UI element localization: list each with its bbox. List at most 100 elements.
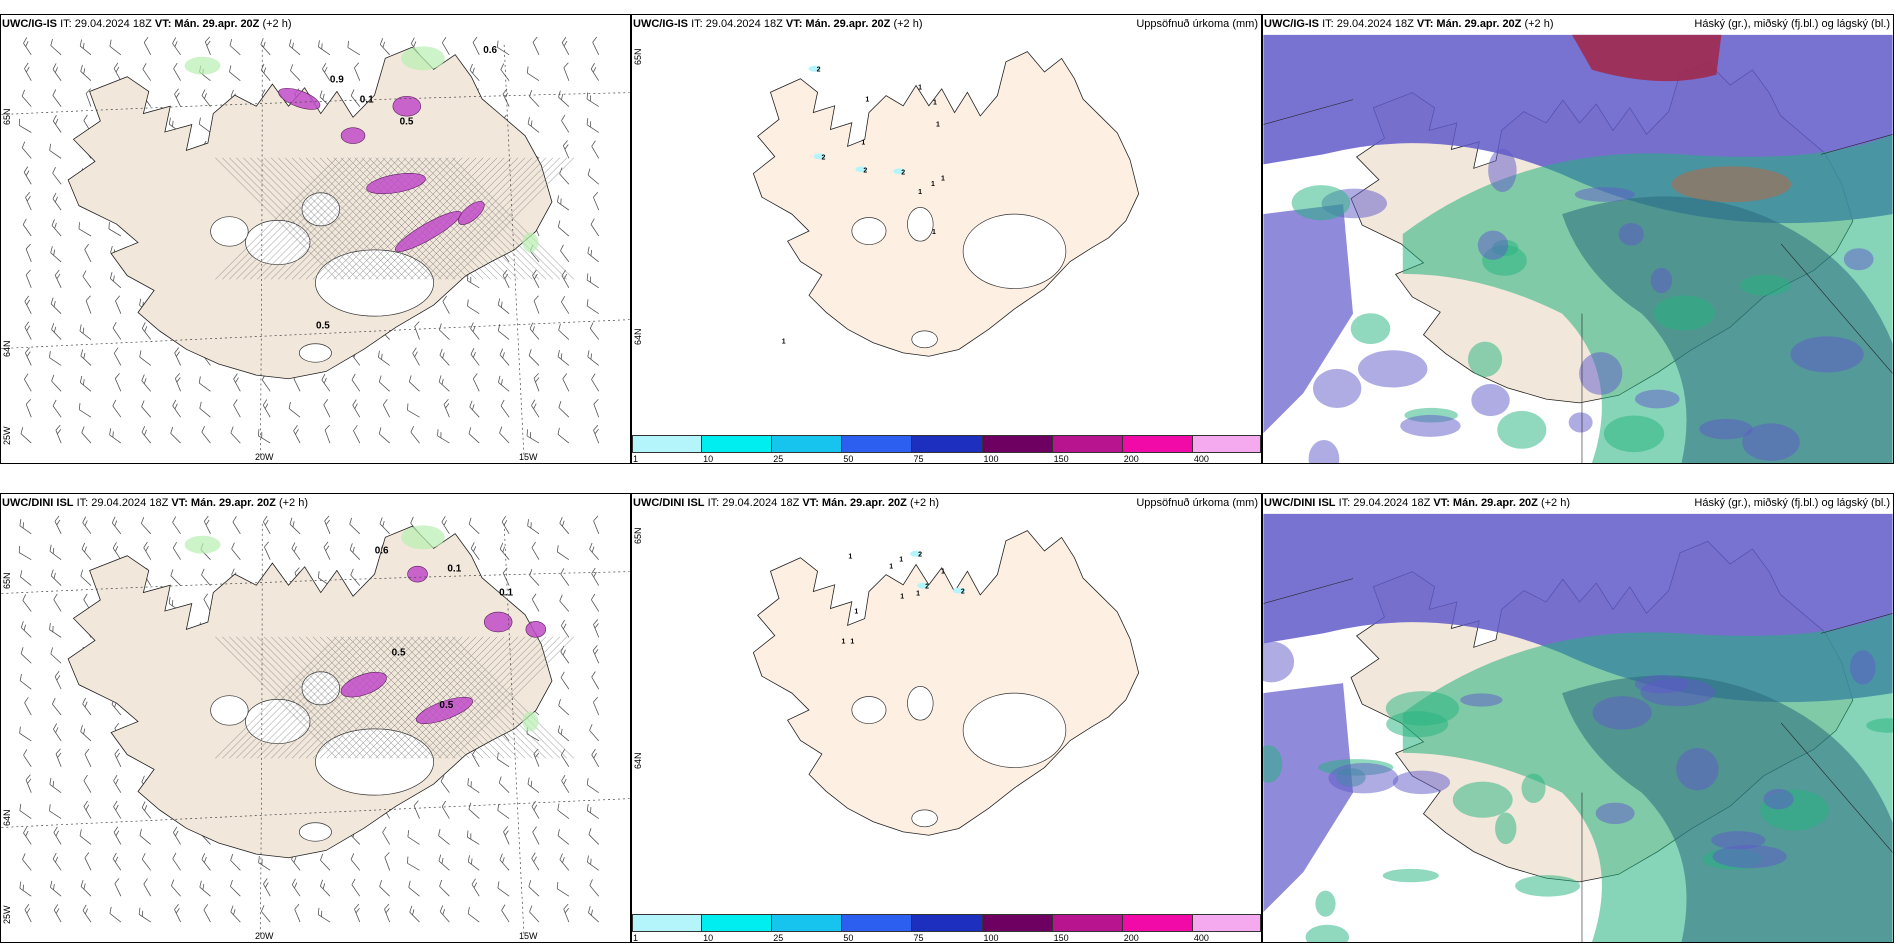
lat-label: 64N [2,809,12,826]
wind-barb [24,62,32,81]
wind-barb [198,376,211,392]
wind-barb [587,246,599,263]
hatch-line [256,636,379,759]
wind-barb [527,519,540,535]
wind-barb [21,89,32,107]
wind-barb [18,545,32,561]
cloud-patch [1471,384,1510,417]
wind-barb [19,674,32,690]
wind-barb [529,322,540,340]
wind-barb [257,429,271,444]
wind-barb [233,373,241,392]
hatch-line [319,636,442,759]
wind-barb [350,89,361,107]
wind-barb [586,92,599,107]
colorbar-tick-label: 25 [773,454,784,464]
wind-barb [52,852,62,871]
lat-label: 65N [2,108,12,125]
colorbar-cell [1122,435,1193,453]
wind-barb [438,854,450,871]
hatch-line [368,636,491,759]
cloud-patch [1763,788,1794,810]
wind-barb [21,141,32,159]
wind-barb [82,516,92,535]
precip-blob [340,127,366,144]
light-precip [522,711,539,732]
wind-barb [84,243,92,263]
wind-barb [24,904,32,923]
wind-barb [528,349,540,366]
hatch-line [445,636,568,759]
lon-label: 20W [255,931,274,941]
wind-barb [294,903,301,923]
init-time: IT: 29.04.2024 18Z [60,18,152,30]
wind-barb [203,904,211,923]
high-cloud-area [1263,683,1354,913]
wind-barb [50,569,62,586]
cloud-patch [1308,439,1340,463]
colorbar-cell [632,914,703,932]
value-label: 2 [901,169,905,176]
value-label: 2 [822,154,826,161]
longitude-line [259,44,263,459]
precip-blob [483,611,513,633]
hatch-line [361,157,484,280]
wind-barb [468,427,480,444]
colorbar-cell [912,914,983,932]
wind-barb [593,424,600,444]
colorbar-tick-label: 400 [1193,454,1209,464]
colorbar-cell [1192,435,1261,453]
lead-time: (+2 h) [909,497,940,509]
wind-barb [263,878,271,897]
wind-barb [590,63,600,81]
wind-barb [141,853,152,871]
wind-barb [556,545,570,561]
wind-barb [559,594,570,612]
wind-barb [174,904,181,923]
wind-barb [50,647,62,664]
wind-barb [109,39,122,56]
cloud-patch [1711,831,1766,850]
colorbar-tick-label: 150 [1053,933,1069,943]
wind-barb [143,878,152,897]
cloud-patch [1849,650,1876,685]
high-cloud-area [1263,204,1354,434]
value-label: 1 [931,181,935,188]
value-label: 1 [782,339,786,346]
glacier [851,696,887,724]
wind-barb [557,427,570,444]
hatch-line [215,157,338,280]
precip-spot [813,153,826,160]
wind-barb [441,800,450,819]
cloud-patch [1742,423,1800,461]
wind-barb [22,853,32,871]
wind-barb [174,88,181,107]
value-label: 1 [916,591,920,598]
wind-barb [50,246,62,263]
wind-barb [172,541,181,560]
wind-barb [533,295,540,314]
hatch-line [431,157,554,280]
wind-barb [290,64,301,81]
wind-barb [497,803,510,819]
wind-barb [84,852,92,871]
wind-barb [499,542,510,560]
wind-barb [78,402,92,418]
wind-barb [231,542,241,560]
wind-barb [52,63,62,81]
value-label: 1 [848,554,852,561]
hatch-line [277,157,400,280]
wind-barb [319,879,331,897]
wind-barb [323,541,331,560]
colorbar-tick-label: 100 [983,454,999,464]
lat-lon-grid [1,44,630,459]
wind-barb [559,516,570,535]
colorbar-cell [842,435,913,453]
wind-barb [114,373,122,392]
hatch-line [236,157,358,280]
lat-label: 65N [633,527,643,544]
colorbar-cell [982,914,1053,932]
hatch-line [410,636,533,759]
model-name: UWC/DINI ISL [1264,497,1336,509]
